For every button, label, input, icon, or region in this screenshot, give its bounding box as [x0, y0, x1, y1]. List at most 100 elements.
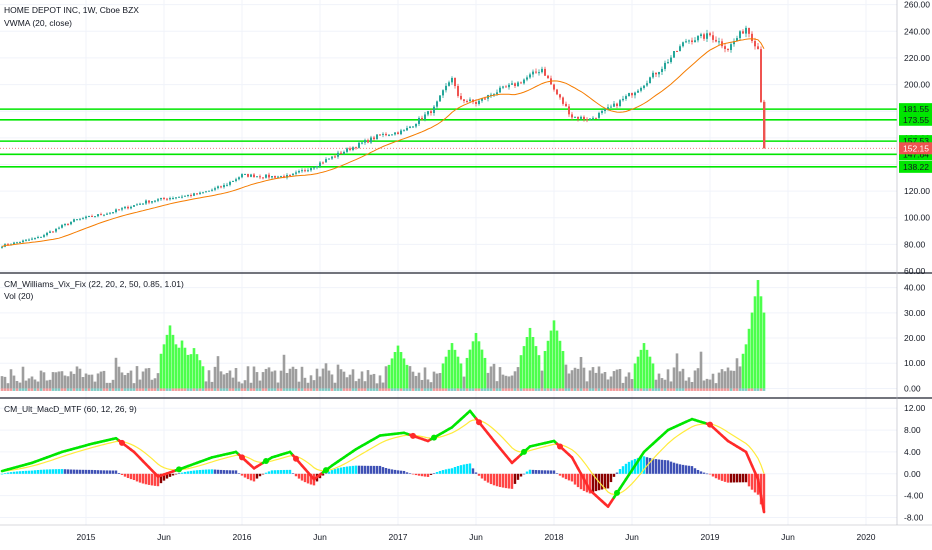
volume-bar: [129, 388, 133, 391]
volume-bar: [519, 388, 523, 391]
volume-bar: [393, 388, 397, 391]
macd-hist-bar: [96, 470, 100, 474]
vixfix-bar: [72, 373, 76, 389]
macd-hist-bar: [9, 472, 13, 474]
y-tick-label: 120.00: [904, 186, 930, 196]
y-tick-label: -4.00: [904, 491, 924, 501]
vixfix-bar: [684, 380, 688, 389]
candle-body: [652, 72, 654, 78]
candle-body: [214, 188, 216, 190]
candle-body: [94, 216, 96, 218]
macd-cross-dot: [476, 419, 482, 426]
macd-hist-bar: [540, 470, 544, 474]
candle-body: [172, 198, 174, 200]
vixfix-bar: [489, 366, 493, 389]
volume-bar: [537, 388, 541, 391]
volume-bar: [414, 388, 418, 391]
vixfix-bar: [525, 337, 529, 389]
candle-body: [31, 238, 33, 240]
macd-hist-bar: [231, 470, 235, 474]
macd-hist-bar: [501, 473, 505, 488]
macd-hist-bar: [102, 470, 106, 474]
price-scale[interactable]: 260.00240.00220.00200.00180.00160.00140.…: [904, 0, 930, 523]
vixfix-bar: [402, 358, 406, 389]
vixfix-bar: [468, 349, 472, 389]
candle-body: [514, 83, 516, 86]
vixfix-bar: [651, 363, 655, 389]
candle-body: [694, 40, 696, 43]
volume-bar: [54, 388, 58, 391]
macd-hist-bar: [558, 473, 562, 476]
candle-body: [67, 223, 69, 225]
macd-hist-bar: [564, 473, 568, 480]
candle-body: [547, 75, 549, 79]
macd-hist-bar: [678, 464, 682, 474]
volume-bar: [339, 388, 343, 391]
macd-hist-bar: [429, 473, 433, 475]
candle-body: [664, 62, 666, 69]
candle-body: [655, 72, 657, 75]
macd-hist-bar: [618, 469, 622, 474]
x-tick-label: 2016: [233, 532, 252, 542]
volume-bar: [672, 388, 676, 391]
candle-body: [433, 106, 435, 114]
candle-body: [568, 106, 570, 115]
vixfix-bar: [267, 367, 271, 389]
macd-hist-bar: [189, 470, 193, 474]
macd-hist-bar: [192, 470, 196, 474]
volume-bar: [552, 388, 556, 391]
candle-body: [715, 39, 717, 42]
volume-bar: [378, 388, 382, 391]
volume-bar: [21, 388, 25, 391]
volume-bar: [399, 388, 403, 391]
macd-hist-bar: [126, 473, 130, 479]
vixfix-bar: [576, 368, 580, 389]
candle-body: [100, 214, 102, 216]
macd-hist-bar: [402, 470, 406, 474]
volume-bar: [582, 388, 586, 391]
macd-hist-bar: [690, 466, 694, 474]
macd-hist-bar: [336, 468, 340, 474]
volume-bar: [609, 388, 613, 391]
macd-hist-bar: [408, 473, 412, 475]
candle-body: [373, 137, 375, 140]
vixfix-bar: [417, 372, 421, 389]
candle-body: [211, 189, 213, 191]
vixfix-bar: [219, 371, 223, 389]
time-scale[interactable]: Jun2015Jun2016Jun2017Jun2018Jun2019Jun20…: [0, 532, 932, 542]
macd-hist-bar: [732, 473, 736, 483]
vixfix-bar: [714, 383, 718, 389]
volume-bar: [489, 388, 493, 391]
vixfix-bar: [243, 380, 247, 389]
vixfix-bar: [108, 382, 112, 389]
vixfix-bar: [123, 375, 127, 389]
macd-hist-bar: [363, 465, 367, 474]
candle-body: [610, 106, 612, 108]
macd-hist-bar: [744, 473, 748, 483]
candle-body: [727, 48, 729, 50]
macd-cross-dot: [293, 455, 299, 462]
candle-body: [19, 242, 21, 244]
candle-body: [109, 212, 111, 214]
candle-body: [604, 108, 606, 111]
vixfix-bar: [225, 372, 229, 389]
macd-hist-bar: [444, 469, 448, 474]
candle-body: [220, 186, 222, 188]
vixfix-bar: [618, 368, 622, 389]
candle-body: [166, 198, 168, 200]
macd-hist-bar: [369, 465, 373, 474]
macd-hist-bar: [267, 471, 271, 474]
candle-body: [607, 107, 609, 109]
candle-body: [457, 86, 459, 96]
volume-bar: [81, 388, 85, 391]
volume-bar: [6, 388, 10, 391]
volume-bar: [309, 388, 313, 391]
volume-bar: [288, 388, 292, 391]
x-tick-label: 2020: [857, 532, 876, 542]
vixfix-bar: [726, 367, 730, 389]
volume-bar: [690, 388, 694, 391]
candle-body: [358, 142, 360, 148]
volume-bar: [702, 388, 706, 391]
candle-body: [271, 175, 273, 178]
